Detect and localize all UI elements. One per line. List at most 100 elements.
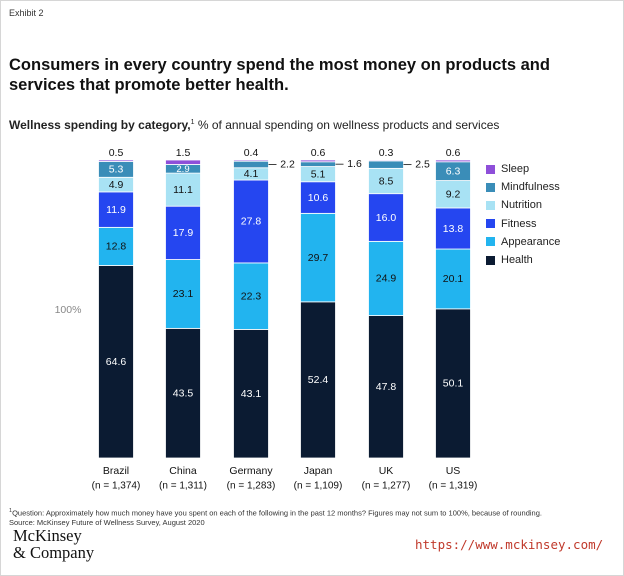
bar-segment-uk-mindfulness [368,160,404,169]
value-label-uk-fitness: 16.0 [376,212,397,224]
value-label-china-health: 43.5 [173,387,194,399]
value-label-china-mindfulness: 2.9 [176,164,189,175]
bar-segment-germany-fitness [233,179,269,264]
value-label-brazil-health: 64.6 [106,356,127,368]
footnote-source: Source: McKinsey Future of Wellness Surv… [9,518,205,527]
value-label-japan-health: 52.4 [308,374,329,386]
value-label-china-sleep: 1.5 [176,147,191,159]
legend-item-appearance: Appearance [486,233,560,251]
value-label-us-health: 50.1 [443,378,464,390]
legend-label-sleep: Sleep [501,163,530,176]
bar-segment-uk-fitness [368,193,404,242]
exhibit-label: Exhibit 2 [9,8,44,18]
sample-size-brazil: (n = 1,374) [92,481,141,492]
value-label-brazil-sleep: 0.5 [109,147,124,159]
category-label-germany: Germany [229,465,273,477]
sample-size-us: (n = 1,319) [429,481,478,492]
value-label-china-fitness: 17.9 [173,227,194,239]
bar-segment-uk-appearance [368,240,404,316]
legend-label-mindfulness: Mindfulness [501,181,560,194]
value-label-china-appearance: 23.1 [173,288,194,300]
legend-item-fitness: Fitness [486,215,560,233]
legend-swatch-mindfulness [486,182,495,192]
legend-swatch-sleep [486,164,495,174]
category-label-us: US [446,465,461,477]
footnote-question: Question: Approximately how much money h… [12,508,542,518]
value-label-uk-mindfulness: 2.5 [415,158,430,170]
value-label-us-mindfulness: 6.3 [446,165,461,177]
bar-segment-us-health [435,308,471,459]
bar-segment-us-sleep [435,159,471,163]
value-label-uk-nutrition: 8.5 [379,175,394,187]
legend-swatch-fitness [486,219,495,229]
bar-segment-china-sleep [165,159,201,165]
value-label-uk-health: 47.8 [376,381,397,393]
value-label-japan-mindfulness: 1.6 [347,158,362,170]
value-label-japan-sleep: 0.6 [311,147,326,159]
value-label-uk-appearance: 24.9 [376,273,397,285]
value-label-us-fitness: 13.8 [443,223,464,235]
legend-swatch-appearance [486,237,495,247]
bar-segment-china-appearance [165,259,201,329]
sample-size-germany: (n = 1,283) [227,481,276,492]
legend-item-health: Health [486,251,560,269]
value-label-germany-mindfulness: 2.2 [280,158,295,170]
subtitle-footnote-marker: 1 [190,119,195,126]
value-label-uk-sleep: 0.3 [379,147,394,159]
footnote-marker: 1 [9,508,13,514]
value-label-us-sleep: 0.6 [446,147,461,159]
footnote-question-line: 1Question: Approximately how much money … [9,507,619,518]
mckinsey-logo: McKinsey & Company [13,527,94,561]
legend-item-sleep: Sleep [486,160,560,178]
value-label-brazil-appearance: 12.8 [106,241,127,253]
bar-segment-brazil-sleep [98,159,134,162]
value-label-brazil-mindfulness: 5.3 [109,164,124,176]
bar-segment-uk-health [368,315,404,459]
bar-segment-brazil-health [98,265,134,459]
bar-segment-china-fitness [165,205,201,260]
sample-size-uk: (n = 1,277) [362,481,411,492]
value-label-brazil-nutrition: 4.9 [109,179,124,191]
bar-segment-germany-sleep [233,159,269,162]
bar-segment-japan-appearance [300,212,336,303]
bar-segment-us-fitness [435,207,471,250]
legend-label-appearance: Appearance [501,235,561,248]
logo-line-2: & Company [13,543,95,562]
logo-line-1: McKinsey [13,526,82,545]
value-label-germany-appearance: 22.3 [241,290,262,302]
bar-segment-us-appearance [435,248,471,310]
category-label-brazil: Brazil [103,465,129,477]
subtitle-rest: % of annual spending on wellness product… [194,118,500,132]
value-label-us-appearance: 20.1 [443,273,464,285]
value-label-germany-health: 43.1 [241,388,262,400]
sample-size-china: (n = 1,311) [159,481,207,492]
value-label-china-nutrition: 11.1 [173,184,193,196]
legend-label-fitness: Fitness [501,217,537,230]
footnote: 1Question: Approximately how much money … [9,507,619,528]
legend-label-health: Health [501,254,533,267]
chart-legend: Sleep Mindfulness Nutrition Fitness Appearan… [486,160,560,269]
value-label-japan-appearance: 29.7 [308,252,329,264]
category-label-uk: UK [379,465,394,477]
watermark-url: https://www.mckinsey.com/ [415,537,604,552]
bar-segment-japan-sleep [300,159,336,163]
chart-subtitle: Wellness spending by category,1 % of ann… [9,118,499,132]
bar-segment-japan-mindfulness [300,161,336,167]
legend-item-mindfulness: Mindfulness [486,178,560,196]
value-label-us-nutrition: 9.2 [446,189,461,201]
bar-segment-japan-health [300,301,336,459]
axis-label-100: 100% [55,304,82,316]
chart-title: Consumers in every country spend the mos… [9,56,550,94]
bar-segment-us-nutrition [435,180,471,209]
value-label-brazil-fitness: 11.9 [106,204,126,216]
legend-item-nutrition: Nutrition [486,196,560,214]
value-label-germany-sleep: 0.4 [244,147,259,159]
value-label-germany-fitness: 27.8 [241,216,262,228]
stacked-bar-chart: 100% 64.6 12.8 11.9 4.9 5.3 0.5 Brazil (n = 1,37… [55,147,478,492]
subtitle-bold: Wellness spending by category, [9,118,191,132]
value-label-japan-fitness: 10.6 [308,192,329,204]
legend-label-nutrition: Nutrition [501,199,542,212]
bar-segment-germany-mindfulness [233,160,269,169]
bar-segment-germany-health [233,329,269,459]
category-label-china: China [169,465,197,477]
